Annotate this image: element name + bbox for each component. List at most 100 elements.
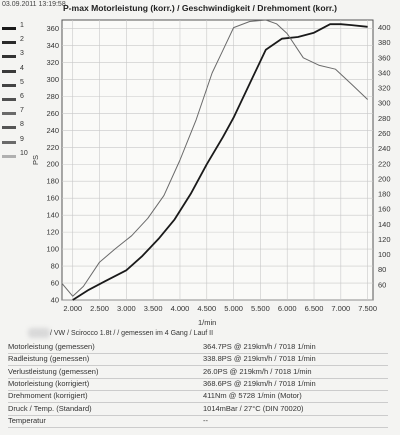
test-info: / VW / Scirocco 1.8t / / gemessen im 4 G… [50,330,214,337]
result-row: Drehmoment (korrigiert) 411Nm @ 5728 1/mi… [8,391,388,404]
legend-swatch [2,112,16,116]
legend-item: 2 [0,36,44,48]
y-right-tick-label: 320 [378,84,391,93]
legend-label: 3 [20,50,24,58]
y-right-tick-label: 280 [378,114,391,123]
result-label: Motorleistung (korrigiert) [8,378,90,388]
result-value: 1014mBar / 27°C (DIN 70020) [203,403,304,413]
result-row: Radleistung (gemessen) 338.8PS @ 219km/h … [8,354,388,367]
x-tick-label: 3.500 [144,304,163,313]
legend-item: 10 [0,150,44,162]
y-left-tick-label: 220 [46,143,59,152]
y-right-tick-label: 200 [378,174,391,183]
x-tick-label: 5.500 [251,304,270,313]
result-value: -- [203,415,208,425]
y-left-tick-label: 240 [46,126,59,135]
timestamp: 03.09.2011 13:19:58 [2,1,66,8]
y-right-tick-label: 60 [378,280,386,289]
legend-item: 9 [0,136,44,148]
y-right-tick-label: 160 [378,205,391,214]
legend-label: 7 [20,107,24,115]
x-tick-label: 7.500 [358,304,377,313]
chart-title: P-max Motorleistung (korr.) / Geschwindi… [62,3,338,13]
y-right-tick-label: 400 [378,23,391,32]
legend-swatch [2,126,16,130]
y-left-tick-label: 140 [46,211,59,220]
y-left-tick-label: 160 [46,194,59,203]
y-right-tick-label: 220 [378,159,391,168]
legend-item: 6 [0,93,44,105]
result-label: Druck / Temp. (Standard) [8,403,92,413]
y-right-tick-label: 340 [378,68,391,77]
y-right-tick-label: 360 [378,53,391,62]
y-left-tick-label: 280 [46,92,59,101]
x-tick-label: 2.000 [63,304,82,313]
result-value: 368.6PS @ 219km/h / 7018 1/min [203,378,316,388]
y-right-tick-label: 380 [378,38,391,47]
legend-swatch [2,69,16,73]
result-row: Motorleistung (gemessen) 364.7PS @ 219km/… [8,342,388,354]
y-right-tick-label: 180 [378,190,391,199]
result-label: Temperatur [8,415,46,425]
legend-item: 3 [0,50,44,62]
series-line [61,19,368,297]
result-row: Verlustleistung (gemessen) 26.0PS @ 219km… [8,367,388,379]
legend-label: 9 [20,135,24,143]
legend-label: 6 [20,93,24,100]
series-line [72,23,368,301]
y-left-tick-label: 360 [46,24,59,33]
y-right-tick-label: 300 [378,99,391,108]
result-label: Drehmoment (korrigiert) [8,391,88,401]
y-left-tick-label: 340 [46,41,59,50]
y-left-tick-label: 300 [46,75,59,84]
legend-label: 5 [20,78,24,86]
legend-label: 2 [20,36,24,44]
x-tick-label: 7.000 [331,304,350,313]
legend-label: 8 [20,121,24,129]
y-axis-label: PS [31,155,40,165]
y-left-tick-label: 200 [46,160,59,169]
x-tick-label: 6.500 [305,304,324,313]
legend-item: 8 [0,121,44,133]
y-right-tick-label: 120 [378,235,391,244]
result-label: Motorleistung (gemessen) [8,342,95,351]
x-axis-label: 1/min [198,318,217,327]
y-left-tick-label: 60 [51,279,59,288]
plot-area [61,19,374,301]
legend-label: 1 [20,22,24,29]
result-value: 364.7PS @ 219km/h / 7018 1/min [203,342,316,351]
result-label: Radleistung (gemessen) [8,354,90,364]
x-tick-label: 3.000 [117,304,136,313]
legend-swatch [2,98,16,101]
legend-item: 1 [0,22,44,34]
x-tick-label: 6.000 [278,304,297,313]
legend-swatch [2,83,16,87]
y-right-tick-label: 240 [378,144,391,153]
x-tick-label: 4.500 [197,304,216,313]
result-value: 26.0PS @ 219km/h / 7018 1/min [203,366,312,376]
legend-item: 4 [0,65,44,77]
result-value: 338.8PS @ 219km/h / 7018 1/min [203,354,316,364]
y-left-tick-label: 100 [46,245,59,254]
x-tick-label: 4.000 [171,304,190,313]
y-right-tick-label: 80 [378,265,386,274]
legend-swatch [2,41,16,45]
legend-label: 4 [20,64,24,72]
redacted-area [28,328,50,338]
x-tick-label: 5.000 [224,304,243,313]
y-right-tick-label: 100 [378,250,391,259]
result-row: Druck / Temp. (Standard) 1014mBar / 27°C … [8,404,388,416]
y-left-tick-label: 40 [51,296,59,305]
y-right-tick-label: 260 [378,129,391,138]
legend-item: 7 [0,107,44,119]
result-label: Verlustleistung (gemessen) [8,366,99,376]
y-left-tick-label: 80 [51,262,59,271]
result-row: Motorleistung (korrigiert) 368.6PS @ 219k… [8,379,388,391]
legend-swatch [2,27,16,30]
y-left-tick-label: 180 [46,177,59,186]
y-left-tick-label: 320 [46,58,59,67]
legend-swatch [2,55,16,59]
legend-label: 10 [20,149,28,157]
legend-item: 5 [0,79,44,91]
